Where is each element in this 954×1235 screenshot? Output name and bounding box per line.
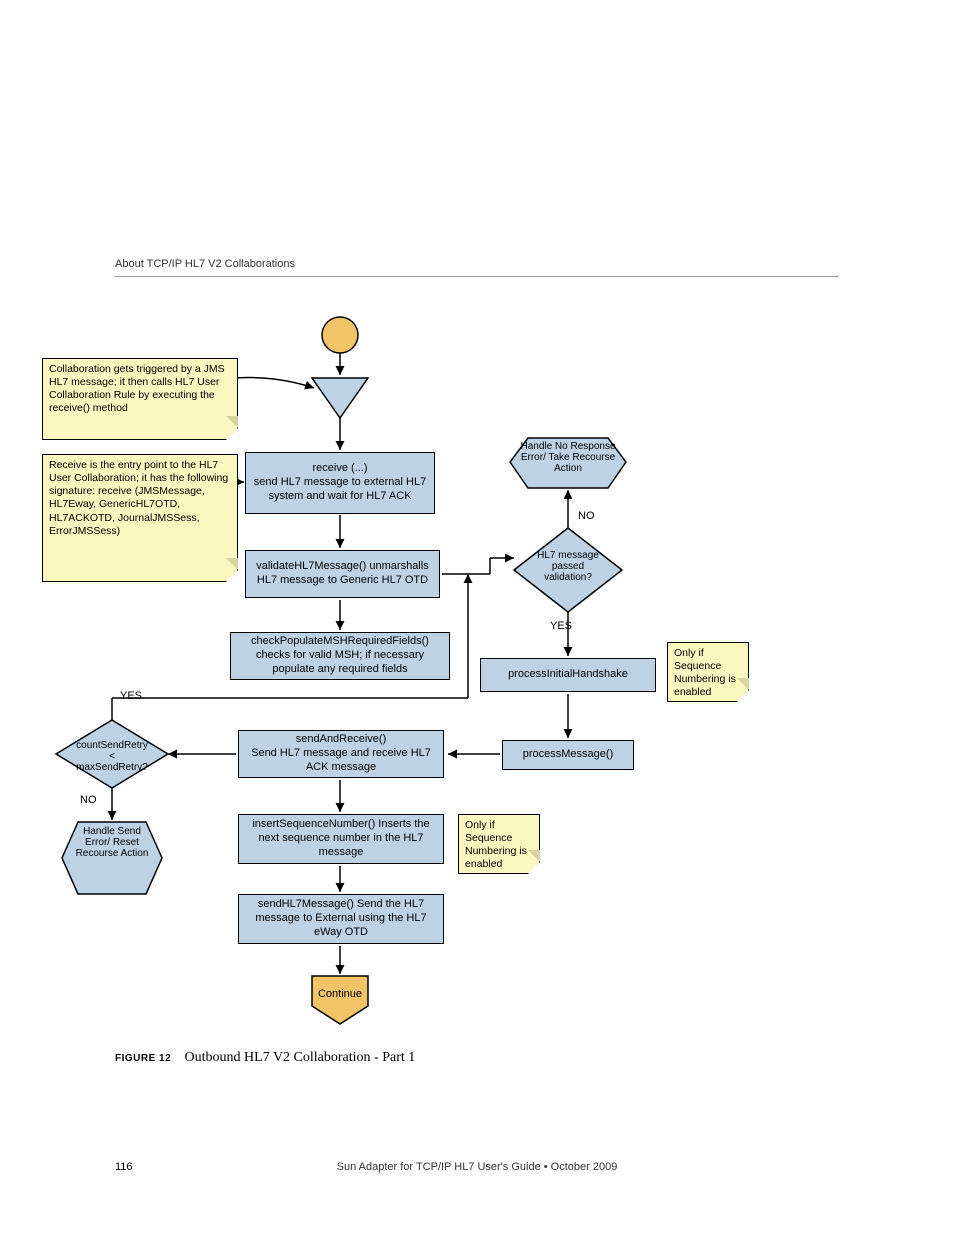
hex-senderr-label: Handle Send Error/ Reset Recourse Action [72,826,152,859]
box-procmsg: processMessage() [502,740,634,770]
label-no2: NO [80,794,97,806]
note-1-text: Collaboration gets triggered by a JMS HL… [49,363,225,414]
box-sendhl7: sendHL7Message() Send the HL7 message to… [238,894,444,944]
box-validate: validateHL7Message() unmarshalls HL7 mes… [245,550,440,598]
decision-retry-label: countSendRetry < maxSendRetry? [72,740,152,773]
box-sendhl7-text: sendHL7Message() Send the HL7 message to… [245,898,437,939]
box-validate-text: validateHL7Message() unmarshalls HL7 mes… [252,560,433,588]
note-3-text: Only if Sequence Numbering is enabled [674,647,736,698]
box-receive: receive (...) send HL7 message to extern… [245,452,435,514]
note-4-text: Only if Sequence Numbering is enabled [465,819,527,870]
box-insertseq-text: insertSequenceNumber() Inserts the next … [245,818,437,859]
label-yes2: YES [120,690,142,702]
flowchart: HL7 message passed validation? countSend… [50,310,750,1030]
note-3: Only if Sequence Numbering is enabled [667,642,749,702]
hex-noresp-label: Handle No Response Error/ Take Recourse … [518,441,618,474]
box-checkmsh: checkPopulateMSHRequiredFields() checks … [230,632,450,680]
figure-number: FIGURE 12 [115,1053,171,1064]
figure-title: Outbound HL7 V2 Collaboration - Part 1 [185,1050,416,1065]
footer-text: Sun Adapter for TCP/IP HL7 User's Guide … [0,1161,954,1173]
page-header: About TCP/IP HL7 V2 Collaborations [115,258,839,277]
decision-validation-label: HL7 message passed validation? [537,550,599,583]
box-receive-text: receive (...) send HL7 message to extern… [252,462,428,503]
continue-label: Continue [316,988,364,1000]
label-yes1: YES [550,620,572,632]
note-2-text: Receive is the entry point to the HL7 Us… [49,459,228,537]
header-title: About TCP/IP HL7 V2 Collaborations [115,258,295,270]
label-no1: NO [578,510,595,522]
continue-connector [312,976,368,1024]
box-handshake-text: processInitialHandshake [508,668,628,682]
box-sendrecv: sendAndReceive() Send HL7 message and re… [238,730,444,778]
box-checkmsh-text: checkPopulateMSHRequiredFields() checks … [237,635,443,676]
figure-caption: FIGURE 12 Outbound HL7 V2 Collaboration … [115,1050,415,1066]
box-procmsg-text: processMessage() [523,748,613,762]
start-circle [322,317,358,353]
note-fold-icon [226,428,238,440]
box-insertseq: insertSequenceNumber() Inserts the next … [238,814,444,864]
box-handshake: processInitialHandshake [480,658,656,692]
box-sendrecv-text: sendAndReceive() Send HL7 message and re… [245,733,437,774]
merge-triangle [312,378,368,418]
note-1: Collaboration gets triggered by a JMS HL… [42,358,238,440]
note-fold-icon [528,862,540,874]
note-2: Receive is the entry point to the HL7 Us… [42,454,238,582]
note-fold-icon [226,570,238,582]
note-4: Only if Sequence Numbering is enabled [458,814,540,874]
note-fold-icon [737,690,749,702]
